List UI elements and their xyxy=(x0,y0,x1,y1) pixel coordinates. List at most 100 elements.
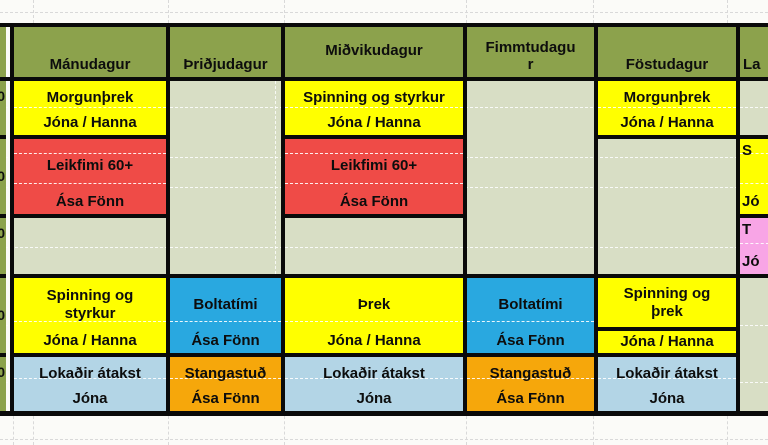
margin-gridline xyxy=(284,0,285,23)
class-instructor: Jóna xyxy=(356,390,392,408)
table-border xyxy=(463,23,467,416)
cell-gridline xyxy=(285,321,463,322)
table-border xyxy=(10,23,14,416)
margin-gridline xyxy=(0,439,768,440)
cell-gridline xyxy=(170,378,281,379)
margin-gridline xyxy=(727,0,728,23)
cell-gridline xyxy=(740,243,768,244)
cell-gridline xyxy=(598,378,736,379)
cell-gridline xyxy=(14,378,166,379)
cell-gridline xyxy=(467,378,594,379)
class-name: Lokaðir átakst xyxy=(616,364,718,382)
class-instructor: Ása Fönn xyxy=(191,390,260,408)
class-name: Þrek xyxy=(357,296,391,314)
cell-gridline xyxy=(14,107,166,108)
margin-gridline xyxy=(33,0,34,23)
time-cell-row4[interactable]: 0 xyxy=(0,274,6,357)
day-label: Föstudagur xyxy=(625,56,709,74)
header-wednesday[interactable]: Miðvikudagur xyxy=(285,23,463,81)
class-name: Leikfimi 60+ xyxy=(46,157,134,175)
header-thursday[interactable]: Fimmtudagur xyxy=(467,23,594,81)
table-border xyxy=(736,23,740,416)
cell-gridline xyxy=(0,247,768,248)
table-border xyxy=(281,23,285,416)
class-name: Lokaðir átakst xyxy=(39,364,141,382)
class-instructor: Jóna xyxy=(649,390,685,408)
cell-tuesday-boltatimi[interactable]: Boltatími Ása Fönn xyxy=(170,274,281,357)
time-cell-row5[interactable]: 0 xyxy=(0,353,6,415)
time-fragment: 0 xyxy=(0,307,5,324)
class-instructor: Jóna / Hanna xyxy=(620,333,714,351)
class-name: Spinning og þrek xyxy=(623,284,711,320)
cell-gridline xyxy=(285,183,463,184)
cell-saturday-class-1[interactable]: S Jó xyxy=(740,135,768,218)
cell-wednesday-leikfimi[interactable]: Leikfimi 60+ Ása Fönn xyxy=(285,135,463,218)
cell-gridline xyxy=(740,153,768,154)
margin-gridline xyxy=(466,0,467,23)
margin-gridline xyxy=(0,12,768,13)
cell-gridline xyxy=(285,107,463,108)
header-monday[interactable]: Mánudagur xyxy=(14,23,166,81)
day-label: La xyxy=(743,56,761,74)
cell-tuesday-stangastud[interactable]: Stangastuð Ása Fönn xyxy=(170,353,281,415)
margin-gridline xyxy=(168,416,169,445)
time-fragment: 0 xyxy=(0,168,5,185)
day-label: Miðvikudagur xyxy=(325,41,423,59)
class-name: Spinning og styrkur xyxy=(303,88,445,106)
cell-thursday-boltatimi[interactable]: Boltatími Ása Fönn xyxy=(467,274,594,357)
time-cell-row1[interactable]: 0 xyxy=(0,77,6,139)
cell-gridline xyxy=(14,183,166,184)
time-fragment: 0 xyxy=(0,364,5,380)
day-label: Fimmtudagur xyxy=(485,39,576,74)
cell-friday-lokadir[interactable]: Lokaðir átakst Jóna xyxy=(598,353,736,415)
time-column-header[interactable] xyxy=(0,23,6,81)
class-name: Stangastuð xyxy=(184,364,267,382)
table-border xyxy=(0,411,768,416)
header-friday[interactable]: Föstudagur xyxy=(598,23,736,81)
class-name: Boltatími xyxy=(498,296,563,314)
class-name: Spinning og styrkur xyxy=(46,287,134,323)
class-instructor: Jó xyxy=(742,253,760,271)
margin-gridline xyxy=(168,0,169,23)
time-cell-row2[interactable]: 0 xyxy=(0,135,6,218)
class-instructor: Ása Fönn xyxy=(191,332,260,350)
class-instructor: Jóna / Hanna xyxy=(327,332,421,350)
class-name: S xyxy=(742,142,753,159)
margin-gridline xyxy=(13,416,14,445)
cell-saturday-class-2[interactable]: T Jó xyxy=(740,214,768,278)
cell-monday-lokadir[interactable]: Lokaðir átakst Jóna xyxy=(14,353,166,415)
table-border xyxy=(594,23,598,416)
cell-wednesday-lokadir[interactable]: Lokaðir átakst Jóna xyxy=(285,353,463,415)
header-tuesday[interactable]: Þriðjudagur xyxy=(170,23,281,81)
table-border xyxy=(166,23,170,416)
cell-gridline xyxy=(275,81,276,274)
cell-monday-leikfimi[interactable]: Leikfimi 60+ Ása Fönn xyxy=(14,135,166,218)
header-saturday[interactable]: La xyxy=(740,23,768,81)
class-instructor: Jóna / Hanna xyxy=(43,332,137,350)
time-cell-row3[interactable]: 0 xyxy=(0,214,6,278)
time-fragment: 0 xyxy=(0,88,5,104)
time-fragment: 0 xyxy=(0,225,5,241)
class-instructor: Ása Fönn xyxy=(496,332,565,350)
margin-gridline xyxy=(33,416,34,445)
day-label: Þriðjudagur xyxy=(183,56,268,74)
margin-gridline xyxy=(466,416,467,445)
cell-monday-morgunthrek[interactable]: Morgunþrek Jóna / Hanna xyxy=(14,77,166,139)
cell-wednesday-threk[interactable]: Þrek Jóna / Hanna xyxy=(285,274,463,357)
cell-monday-spinning[interactable]: Spinning og styrkur Jóna / Hanna xyxy=(14,274,166,357)
class-name: Stangastuð xyxy=(489,364,572,382)
class-name: T xyxy=(742,221,752,238)
class-instructor: Jóna / Hanna xyxy=(327,114,421,132)
cell-wednesday-spinning-styrkur[interactable]: Spinning og styrkur Jóna / Hanna xyxy=(285,77,463,139)
cell-gridline xyxy=(14,321,166,322)
cell-gridline xyxy=(467,321,594,322)
cell-thursday-stangastud[interactable]: Stangastuð Ása Fönn xyxy=(467,353,594,415)
cell-friday-spinning-threk[interactable]: Spinning og þrek xyxy=(598,274,736,331)
table-border xyxy=(0,23,768,27)
class-name: Leikfimi 60+ xyxy=(330,157,418,175)
margin-gridline xyxy=(593,416,594,445)
cell-friday-morgunthrek[interactable]: Morgunþrek Jóna / Hanna xyxy=(598,77,736,139)
cell-gridline xyxy=(598,107,736,108)
cell-gridline xyxy=(285,378,463,379)
